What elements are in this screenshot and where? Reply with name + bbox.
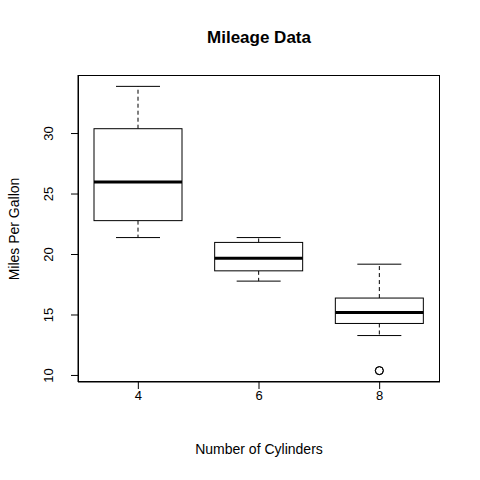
svg-text:10: 10 xyxy=(41,368,56,382)
html-text:Miles Per Gallon: Miles Per Gallon xyxy=(6,177,22,280)
svg-text:20: 20 xyxy=(41,247,56,261)
svg-text:6: 6 xyxy=(255,388,262,403)
svg-text:30: 30 xyxy=(41,126,56,140)
svg-text:15: 15 xyxy=(41,308,56,322)
html-text:Mileage Data: Mileage Data xyxy=(207,28,311,47)
svg-text:4: 4 xyxy=(135,388,142,403)
svg-text:8: 8 xyxy=(376,388,383,403)
html-text:Number of Cylinders: Number of Cylinders xyxy=(195,441,323,457)
svg-text:25: 25 xyxy=(41,187,56,201)
